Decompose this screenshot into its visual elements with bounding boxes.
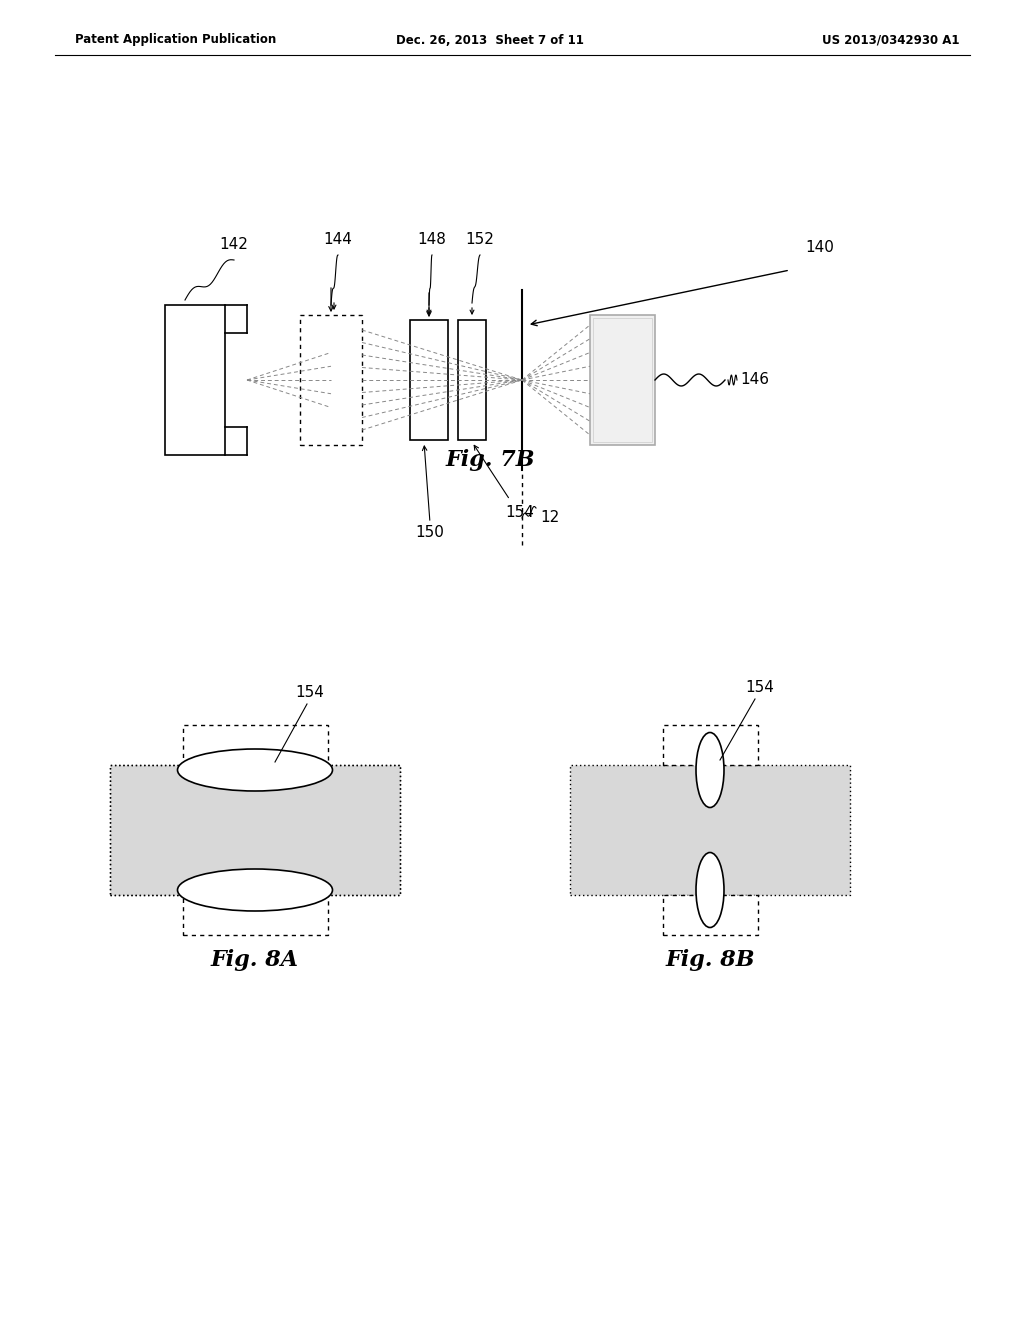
Ellipse shape — [696, 853, 724, 928]
Text: 150: 150 — [416, 525, 444, 540]
Bar — [182, 895, 328, 935]
Bar — [410, 319, 449, 440]
Text: 148: 148 — [418, 232, 446, 247]
Text: 142: 142 — [219, 238, 249, 252]
Bar — [593, 318, 652, 442]
Text: 146: 146 — [740, 372, 769, 388]
Text: Dec. 26, 2013  Sheet 7 of 11: Dec. 26, 2013 Sheet 7 of 11 — [396, 33, 584, 46]
Text: 12: 12 — [540, 510, 559, 525]
Bar — [458, 319, 486, 440]
Text: Fig. 8A: Fig. 8A — [211, 949, 299, 972]
Bar — [110, 766, 400, 895]
Text: Fig. 7B: Fig. 7B — [445, 449, 535, 471]
Text: 144: 144 — [324, 232, 352, 247]
Ellipse shape — [177, 869, 333, 911]
Bar — [165, 305, 225, 455]
Bar — [182, 725, 328, 766]
Bar — [570, 766, 850, 895]
Text: Fig. 8B: Fig. 8B — [666, 949, 755, 972]
Bar — [300, 315, 362, 445]
Ellipse shape — [177, 748, 333, 791]
Text: US 2013/0342930 A1: US 2013/0342930 A1 — [822, 33, 961, 46]
Text: Patent Application Publication: Patent Application Publication — [75, 33, 276, 46]
Text: 152: 152 — [466, 232, 495, 247]
Text: 154: 154 — [505, 506, 534, 520]
Text: 154: 154 — [296, 685, 325, 700]
Bar — [590, 315, 655, 445]
Ellipse shape — [696, 733, 724, 808]
Text: 154: 154 — [745, 680, 774, 696]
Bar — [110, 766, 400, 895]
Bar — [663, 725, 758, 766]
Text: 140: 140 — [806, 240, 835, 255]
Bar — [663, 895, 758, 935]
